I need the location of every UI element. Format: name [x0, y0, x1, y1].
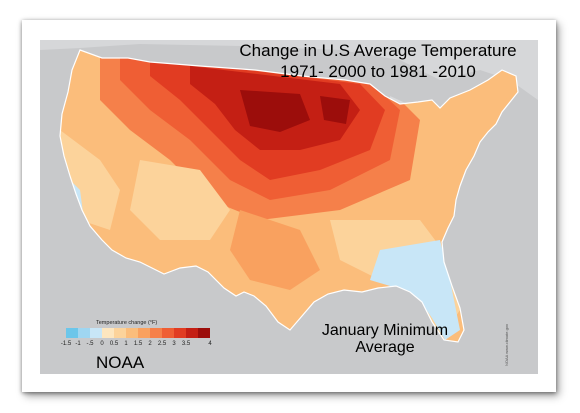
source-label: NOAA [96, 353, 145, 372]
legend-swatch [150, 328, 162, 338]
legend-tick-label: 1.5 [133, 341, 143, 347]
legend-swatch [198, 328, 210, 338]
legend-swatch [186, 328, 198, 338]
credit-label: NOAA www.climate.gov [504, 323, 509, 366]
legend: Temperature change (°F) -1.5 -1 -.5 0 0.5 1 1.… [58, 320, 218, 354]
legend-ticks: -1.5 -1 -.5 0 0.5 1 1.5 2 2.5 3 3.5 4 [58, 341, 218, 349]
legend-swatch [78, 328, 90, 338]
legend-swatch [102, 328, 114, 338]
map-caption-line1: January Minimum [321, 322, 449, 339]
map-caption: January Minimum Average [310, 322, 460, 356]
map-title: Change in U.S Average Temperature 1971- … [220, 40, 536, 82]
legend-tick-label: 3 [172, 341, 176, 347]
map-caption-line2: Average [355, 339, 415, 356]
legend-tick-label: 0 [100, 341, 104, 347]
legend-swatch [126, 328, 138, 338]
legend-tick-label: 2.5 [157, 341, 167, 347]
legend-swatch [174, 328, 186, 338]
legend-tick-label: 4 [208, 341, 212, 347]
us-temperature-map [40, 40, 538, 374]
map-title-line1: Change in U.S Average Temperature [239, 41, 517, 60]
legend-tick-label: 3.5 [181, 341, 191, 347]
legend-title: Temperature change (°F) [96, 320, 158, 326]
map-title-line2: 1971- 2000 to 1981 -2010 [280, 62, 476, 81]
figure-card: Change in U.S Average Temperature 1971- … [22, 20, 556, 392]
legend-swatch [114, 328, 126, 338]
legend-tick-label: -1.5 [60, 341, 72, 347]
legend-swatch [138, 328, 150, 338]
legend-swatch [90, 328, 102, 338]
legend-color-bar [66, 328, 210, 338]
legend-swatch [162, 328, 174, 338]
legend-tick-label: -.5 [86, 341, 94, 347]
us-outline [59, 49, 519, 343]
legend-tick-label: 1 [124, 341, 128, 347]
legend-tick-label: 2 [148, 341, 152, 347]
legend-swatch [66, 328, 78, 338]
legend-tick-label: -1 [75, 341, 81, 347]
legend-tick-label: 0.5 [109, 341, 119, 347]
temperature-fill [60, 50, 518, 342]
map-frame: Change in U.S Average Temperature 1971- … [40, 40, 538, 374]
